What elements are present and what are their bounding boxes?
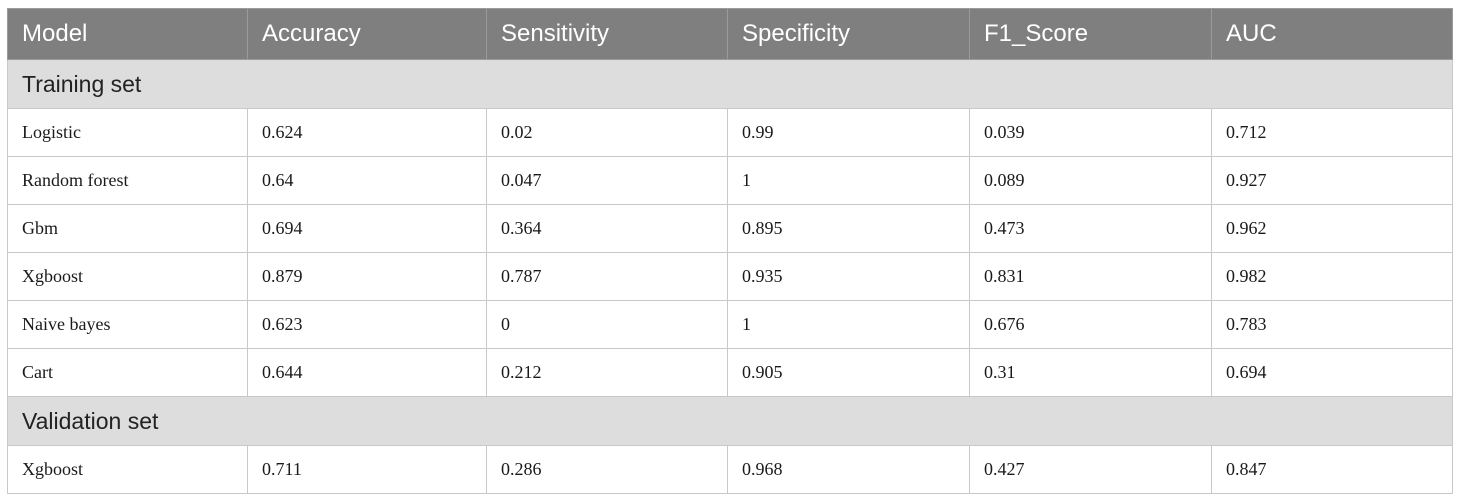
accuracy-cell: 0.694 <box>247 204 487 253</box>
table-header: Model Accuracy Sensitivity Specificity F… <box>7 8 1453 60</box>
sensitivity-cell: 0.212 <box>486 348 728 397</box>
f1-score-cell: 0.473 <box>969 204 1212 253</box>
table-row: Xgboost 0.879 0.787 0.935 0.831 0.982 <box>7 252 1453 301</box>
section-label-training-set: Training set <box>7 59 1453 109</box>
accuracy-cell: 0.624 <box>247 108 487 157</box>
specificity-cell: 1 <box>727 300 970 349</box>
sensitivity-cell: 0.364 <box>486 204 728 253</box>
section-row-training-set: Training set <box>7 59 1453 109</box>
specificity-cell: 0.895 <box>727 204 970 253</box>
table-row: Cart 0.644 0.212 0.905 0.31 0.694 <box>7 348 1453 397</box>
section-row-validation-set: Validation set <box>7 396 1453 446</box>
sensitivity-cell: 0.787 <box>486 252 728 301</box>
auc-cell: 0.847 <box>1211 445 1453 494</box>
sensitivity-cell: 0.286 <box>486 445 728 494</box>
auc-cell: 0.783 <box>1211 300 1453 349</box>
column-header-sensitivity: Sensitivity <box>486 8 728 60</box>
table-row: Xgboost 0.711 0.286 0.968 0.427 0.847 <box>7 445 1453 494</box>
header-row: Model Accuracy Sensitivity Specificity F… <box>7 8 1453 60</box>
f1-score-cell: 0.31 <box>969 348 1212 397</box>
auc-cell: 0.712 <box>1211 108 1453 157</box>
column-header-specificity: Specificity <box>727 8 970 60</box>
column-header-f1-score: F1_Score <box>969 8 1212 60</box>
section-label-validation-set: Validation set <box>7 396 1453 446</box>
accuracy-cell: 0.623 <box>247 300 487 349</box>
accuracy-cell: 0.64 <box>247 156 487 205</box>
table-body: Training set Logistic 0.624 0.02 0.99 0.… <box>7 59 1453 494</box>
table-row: Logistic 0.624 0.02 0.99 0.039 0.712 <box>7 108 1453 157</box>
table-row: Naive bayes 0.623 0 1 0.676 0.783 <box>7 300 1453 349</box>
accuracy-cell: 0.879 <box>247 252 487 301</box>
f1-score-cell: 0.831 <box>969 252 1212 301</box>
auc-cell: 0.694 <box>1211 348 1453 397</box>
model-cell: Naive bayes <box>7 300 248 349</box>
specificity-cell: 0.905 <box>727 348 970 397</box>
column-header-model: Model <box>7 8 248 60</box>
sensitivity-cell: 0.047 <box>486 156 728 205</box>
table-row: Random forest 0.64 0.047 1 0.089 0.927 <box>7 156 1453 205</box>
model-cell: Cart <box>7 348 248 397</box>
model-cell: Random forest <box>7 156 248 205</box>
table-row: Gbm 0.694 0.364 0.895 0.473 0.962 <box>7 204 1453 253</box>
accuracy-cell: 0.644 <box>247 348 487 397</box>
auc-cell: 0.982 <box>1211 252 1453 301</box>
accuracy-cell: 0.711 <box>247 445 487 494</box>
sensitivity-cell: 0 <box>486 300 728 349</box>
model-cell: Xgboost <box>7 445 248 494</box>
column-header-auc: AUC <box>1211 8 1453 60</box>
column-header-accuracy: Accuracy <box>247 8 487 60</box>
auc-cell: 0.962 <box>1211 204 1453 253</box>
specificity-cell: 1 <box>727 156 970 205</box>
specificity-cell: 0.935 <box>727 252 970 301</box>
model-cell: Logistic <box>7 108 248 157</box>
f1-score-cell: 0.039 <box>969 108 1212 157</box>
model-metrics-table: Model Accuracy Sensitivity Specificity F… <box>7 8 1453 494</box>
sensitivity-cell: 0.02 <box>486 108 728 157</box>
model-cell: Xgboost <box>7 252 248 301</box>
f1-score-cell: 0.089 <box>969 156 1212 205</box>
f1-score-cell: 0.676 <box>969 300 1212 349</box>
specificity-cell: 0.968 <box>727 445 970 494</box>
specificity-cell: 0.99 <box>727 108 970 157</box>
auc-cell: 0.927 <box>1211 156 1453 205</box>
model-cell: Gbm <box>7 204 248 253</box>
f1-score-cell: 0.427 <box>969 445 1212 494</box>
